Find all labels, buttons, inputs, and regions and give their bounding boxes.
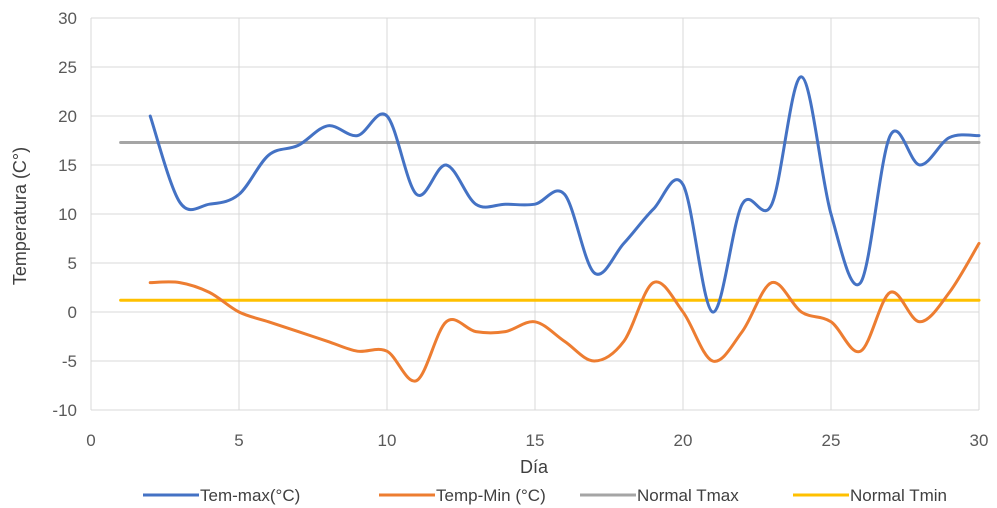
legend-label: Normal Tmin: [850, 486, 947, 505]
legend-item: Normal Tmin: [793, 486, 947, 505]
x-tick-label: 5: [234, 431, 243, 450]
x-tick-label: 20: [674, 431, 693, 450]
grid-lines: [90, 17, 980, 411]
legend-label: Tem-max(°C): [200, 486, 300, 505]
y-tick-label: 0: [68, 303, 77, 322]
series-line-temp-min-c: [148, 241, 981, 383]
series-line-tem-max-c: [148, 75, 981, 314]
series-lines: [119, 75, 981, 383]
x-tick-label: 0: [86, 431, 95, 450]
y-tick-label: -10: [52, 401, 77, 420]
y-tick-label: 5: [68, 254, 77, 273]
x-axis-title: Día: [520, 457, 549, 477]
x-tick-label: 15: [526, 431, 545, 450]
x-tick-label: 30: [970, 431, 989, 450]
legend: Tem-max(°C) Temp-Min (°C) Normal Tmax Norma…: [143, 486, 947, 505]
legend-item: Normal Tmax: [580, 486, 739, 505]
y-tick-label: 30: [58, 9, 77, 28]
legend-item: Temp-Min (°C): [379, 486, 546, 505]
legend-label: Temp-Min (°C): [436, 486, 546, 505]
y-tick-label: 10: [58, 205, 77, 224]
y-tick-label: 20: [58, 107, 77, 126]
x-tick-label: 10: [378, 431, 397, 450]
y-tick-label: -5: [62, 352, 77, 371]
y-tick-label: 15: [58, 156, 77, 175]
tick-labels: -10 -5 0 5 10 15 20 25 30 0 5 10 15 20 25 30: [52, 9, 988, 450]
legend-item: Tem-max(°C): [143, 486, 300, 505]
legend-label: Normal Tmax: [637, 486, 739, 505]
x-tick-label: 25: [822, 431, 841, 450]
y-tick-label: 25: [58, 58, 77, 77]
y-axis-title: Temperatura (C°): [10, 147, 30, 285]
